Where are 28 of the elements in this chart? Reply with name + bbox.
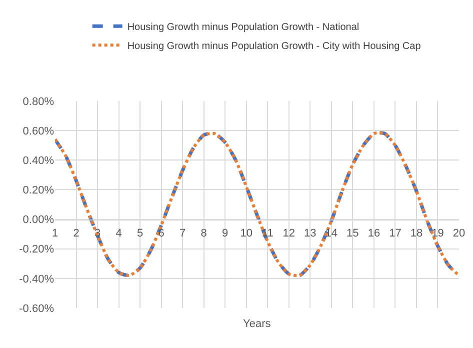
x-tick-label: 7 <box>180 227 186 240</box>
y-tick-label: 0.40% <box>22 154 54 167</box>
legend-label: Housing Growth minus Population Growth - City with Housing Cap <box>127 41 422 52</box>
x-tick-label: 17 <box>389 227 402 240</box>
legend-label: Housing Growth minus Population Growth - National <box>127 22 360 33</box>
x-tick-label: 16 <box>368 227 380 240</box>
y-tick-label: -0.40% <box>19 273 54 286</box>
x-tick-label: 8 <box>200 227 207 240</box>
y-tick-label: -0.20% <box>19 244 54 256</box>
y-tick-label: 0.60% <box>22 125 54 138</box>
x-tick-label: 1 <box>52 227 58 240</box>
x-tick-label: 5 <box>136 227 144 240</box>
y-tick-label: 0.80% <box>22 96 54 108</box>
x-tick-label: 15 <box>346 227 359 240</box>
y-tick-label: 0.20% <box>22 184 54 197</box>
x-tick-label: 19 <box>432 227 444 240</box>
x-tick-label: 4 <box>116 227 122 240</box>
x-tick-label: 18 <box>410 227 423 240</box>
x-tick-label: 6 <box>158 227 164 240</box>
x-tick-label: 20 <box>452 227 466 240</box>
x-tick-label: 13 <box>304 227 316 240</box>
x-tick-label: 2 <box>73 227 80 240</box>
x-tick-label: 10 <box>240 227 252 240</box>
y-tick-label: -0.60% <box>19 302 54 315</box>
x-tick-label: 12 <box>282 227 296 240</box>
x-tick-label: 9 <box>222 227 228 240</box>
x-axis-title: Years <box>243 318 272 330</box>
y-tick-label: 0.00% <box>22 214 54 226</box>
